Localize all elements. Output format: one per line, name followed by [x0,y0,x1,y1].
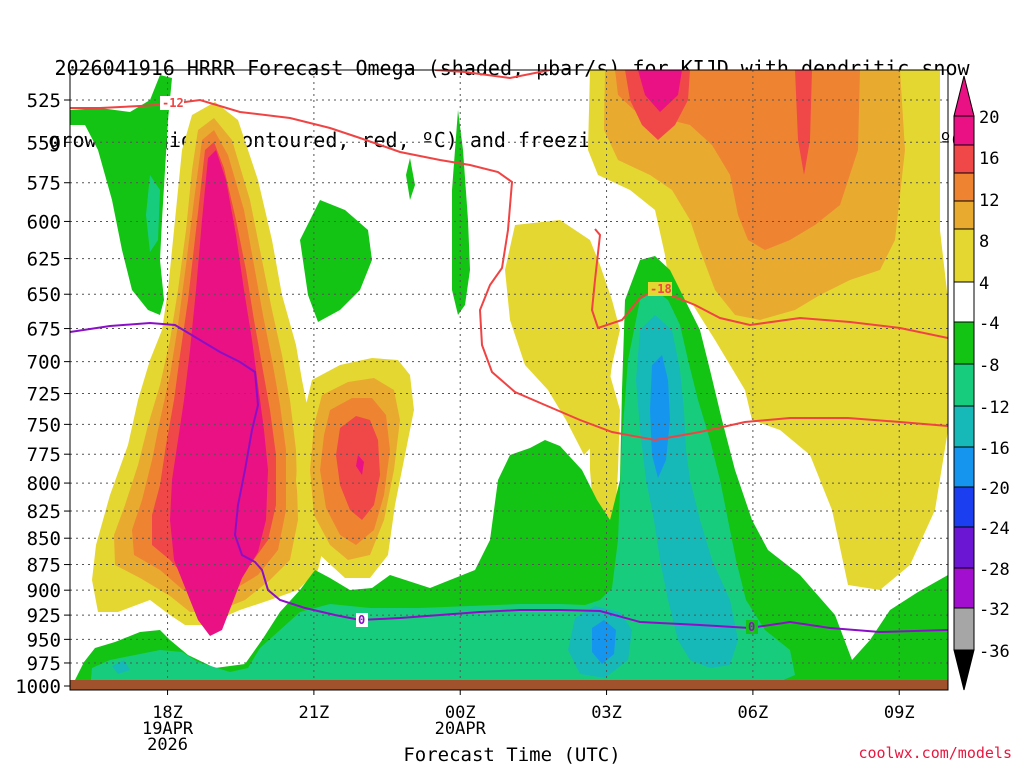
colorbar-band [953,405,975,448]
colorbar-label: 8 [979,232,989,252]
y-tick-label: 525 [27,90,61,112]
colorbar-bottom-arrow [953,649,975,691]
freezing-level-line [70,321,948,634]
colorbar-label: -20 [979,479,1010,499]
x-tick-label: 2026 [147,735,188,755]
sink-green-spire [452,110,470,315]
colorbar-band [953,200,975,230]
y-tick-label: 725 [27,384,61,406]
x-tick-label: 18Z [152,703,183,723]
colorbar-label: -16 [979,439,1010,459]
colorbar-top-arrow [953,75,975,117]
x-tick-label: 00Z [445,703,476,723]
colorbar-label: 20 [979,108,999,128]
y-tick-label: 650 [27,284,61,306]
colorbar-label: -8 [979,356,999,376]
y-tick-label: 875 [27,555,61,577]
dgz-contour-12 [70,98,948,442]
ground-strip [70,680,948,690]
dgz-label-18: -18 [650,282,672,296]
y-tick-label: 975 [27,653,61,675]
omega-shading [70,70,948,690]
rise-red-streak [795,70,812,175]
x-axis-label: Forecast Time (UTC) [403,744,621,766]
sink-cyan-small-left [112,660,130,674]
y-tick-label: 800 [27,473,61,495]
freezing-contour [70,321,948,634]
colorbar-band [953,526,975,569]
x-tick-label: 03Z [591,703,622,723]
y-tick-label: 675 [27,319,61,341]
y-tick-label: 575 [27,173,61,195]
sink-green-sliver [406,158,415,200]
x-tick-label: 20APR [435,719,487,739]
freezing-label-right: 0 [748,620,755,634]
x-tick-label: 19APR [142,719,194,739]
y-tick-label: 750 [27,414,61,436]
colorbar-band [953,607,975,651]
rise-pink-second [356,455,364,475]
colorbar: 20 16 12 8 4 -4 -8 -12 -16 -20 -24 -28 -32 -36 [953,75,1010,691]
y-tick-label: 900 [27,580,61,602]
rise-pink-upper [638,70,682,112]
rise-yellow-spur [590,375,620,540]
dgz-label-12: -12 [162,96,184,110]
y-axis: 525 550 575 600 625 650 675 700 725 750 775 800 825 8… [15,90,70,698]
y-tick-label: 925 [27,605,61,627]
colorbar-band [953,363,975,407]
sink-teal-lower [90,290,795,690]
colorbar-label: -32 [979,600,1010,620]
y-tick-label: 850 [27,528,61,550]
colorbar-label: 12 [979,191,999,211]
colorbar-label: -36 [979,642,1010,662]
colorbar-band [953,446,975,488]
source-credit: coolwx.com/models [858,744,1012,762]
colorbar-label: -12 [979,398,1010,418]
contour-labels: -12 -18 0 0 [160,96,758,634]
rise-pink-left [170,150,268,636]
colorbar-band [953,567,975,609]
freezing-label-left: 0 [358,613,365,627]
sink-teal-upper-left [146,175,160,252]
plot-frame [69,69,949,691]
y-tick-label: 825 [27,501,61,523]
sink-blue-column [650,355,670,478]
y-tick-label: 625 [27,249,61,271]
sink-green-upper-left [70,75,172,315]
colorbar-band [953,144,975,174]
colorbar-label: -24 [979,519,1010,539]
colorbar-band [953,228,975,283]
x-tick-label: 21Z [299,703,330,723]
y-tick-label: 1000 [15,676,61,698]
y-tick-label: 775 [27,444,61,466]
colorbar-label: 4 [979,274,989,294]
colorbar-label: 16 [979,149,999,169]
y-tick-label: 950 [27,629,61,651]
sink-blue-lower [592,620,616,664]
colorbar-band [953,172,975,202]
colorbar-label: -28 [979,560,1010,580]
colorbar-band [953,321,975,365]
colorbar-band [953,115,975,146]
grid-lines [70,70,948,690]
colorbar-label: -4 [979,314,999,334]
y-tick-label: 700 [27,352,61,374]
x-tick-label: 09Z [884,703,915,723]
colorbar-band [953,281,975,323]
sink-green-mid-left [300,200,372,322]
y-tick-label: 600 [27,211,61,233]
x-tick-label: 06Z [738,703,769,723]
colorbar-band [953,486,975,528]
y-tick-label: 550 [27,132,61,154]
